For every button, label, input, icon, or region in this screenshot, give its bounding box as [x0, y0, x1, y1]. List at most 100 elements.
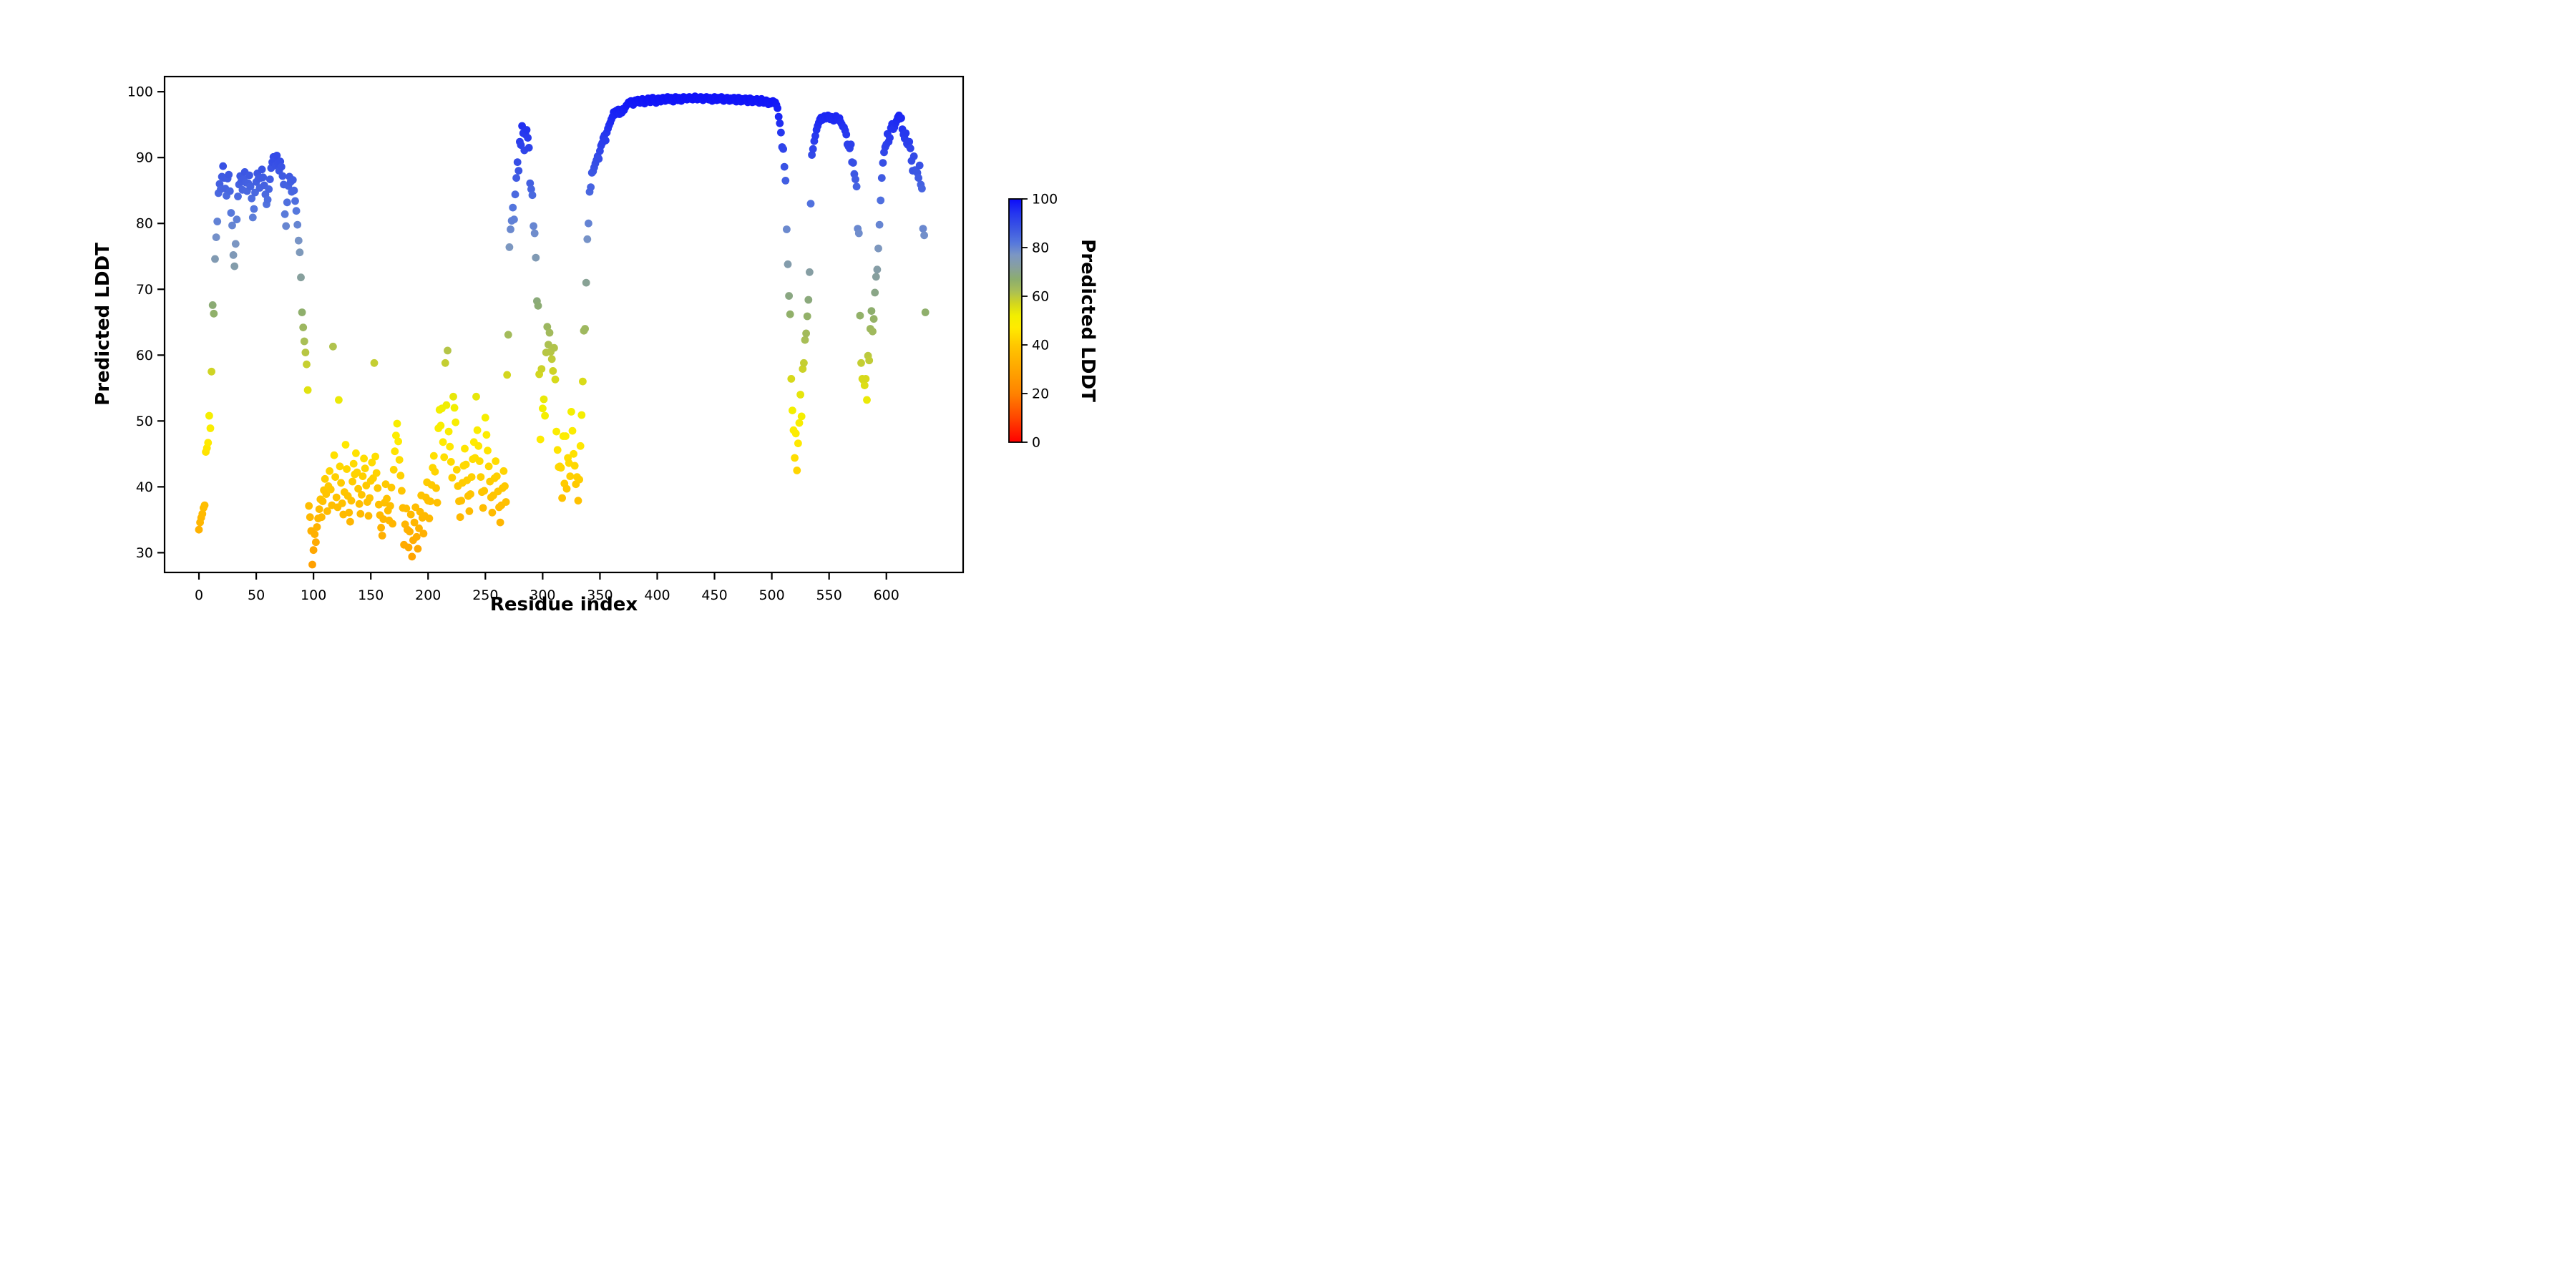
scatter-point — [488, 508, 497, 517]
scatter-point — [574, 497, 582, 505]
scatter-point — [206, 424, 215, 432]
scatter-point — [465, 507, 474, 515]
scatter-point — [777, 128, 785, 137]
scatter-point — [467, 473, 476, 481]
scatter-point — [410, 518, 419, 527]
x-tick-label: 600 — [874, 587, 899, 603]
scatter-point — [263, 195, 272, 204]
scatter-point — [543, 323, 552, 331]
scatter-point — [205, 411, 213, 420]
scatter-point — [335, 396, 343, 404]
scatter-point — [336, 462, 344, 471]
scatter-point — [513, 158, 522, 167]
scatter-point — [200, 501, 209, 509]
scatter-point — [208, 301, 217, 309]
scatter-point — [234, 192, 242, 200]
scatter-point — [353, 468, 361, 477]
scatter-point — [233, 215, 241, 224]
scatter-point — [349, 459, 358, 468]
scatter-point — [425, 514, 434, 522]
scatter-point — [550, 343, 558, 352]
plddt-scatter-figure: 0 50 100 150 200 250 300 350 400 450 500 550 600 30 40… — [0, 0, 1288, 644]
scatter-point — [419, 530, 428, 538]
scatter-point — [265, 185, 273, 193]
y-tick-label: 90 — [136, 150, 153, 166]
scatter-point — [503, 371, 512, 379]
scatter-point — [398, 487, 406, 495]
scatter-point — [296, 248, 304, 257]
scatter-point — [539, 404, 547, 413]
scatter-point — [583, 235, 592, 243]
scatter-point — [576, 441, 585, 450]
x-tick-label: 550 — [816, 587, 842, 603]
scatter-point — [527, 185, 535, 193]
scatter-point — [511, 190, 519, 199]
scatter-point — [265, 175, 274, 183]
scatter-point — [847, 140, 855, 149]
scatter-point — [299, 323, 308, 331]
scatter-point — [811, 132, 819, 140]
scatter-point — [549, 367, 557, 375]
scatter-point — [570, 449, 577, 458]
scatter-point — [323, 507, 331, 515]
scatter-point — [502, 498, 510, 506]
scatter-point — [869, 327, 877, 336]
scatter-point — [372, 469, 381, 477]
scatter-point — [545, 341, 552, 348]
scatter-point — [291, 197, 299, 205]
scatter-point — [426, 497, 434, 505]
scatter-point — [292, 207, 301, 215]
scatter-point — [522, 126, 531, 134]
scatter-point — [361, 464, 369, 472]
scatter-point — [796, 391, 804, 399]
scatter-point — [865, 356, 874, 365]
x-tick-label: 300 — [530, 587, 555, 603]
scatter-point — [541, 411, 549, 420]
scatter-point — [505, 243, 514, 251]
y-axis-label: Predicted LDDT — [92, 243, 114, 406]
scatter-point — [452, 418, 460, 426]
scatter-point — [446, 442, 454, 451]
scatter-point — [860, 381, 869, 389]
scatter-point — [440, 453, 449, 462]
scatter-point — [258, 165, 266, 174]
scatter-point — [806, 268, 814, 276]
scatter-point — [480, 487, 489, 495]
scatter-point — [313, 523, 321, 531]
scatter-point — [526, 179, 535, 187]
scatter-point — [312, 538, 320, 547]
scatter-point — [377, 524, 385, 532]
scatter-point — [248, 194, 256, 203]
scatter-point — [277, 162, 286, 171]
scatter-point — [914, 174, 922, 182]
scatter-point — [510, 215, 518, 224]
scatter-point — [360, 454, 368, 463]
scatter-point — [338, 499, 346, 507]
scatter-point — [288, 176, 297, 184]
scatter-point — [873, 265, 882, 274]
scatter-point — [794, 439, 802, 447]
scatter-point — [877, 174, 886, 182]
x-tick-label: 0 — [195, 587, 203, 603]
scatter-point — [331, 473, 339, 481]
scatter-point — [562, 432, 570, 440]
scatter-point — [356, 509, 365, 518]
x-axis-label: Residue index — [490, 594, 638, 615]
scatter-point — [366, 494, 374, 502]
scatter-point — [585, 219, 592, 228]
scatter-point — [872, 273, 880, 281]
scatter-point — [383, 494, 391, 503]
scatter-point — [259, 173, 268, 182]
x-tick-label: 50 — [248, 587, 265, 603]
scatter-point — [524, 134, 532, 142]
scatter-point — [871, 288, 879, 297]
scatter-point — [408, 552, 416, 561]
scatter-points — [195, 92, 930, 569]
scatter-point — [905, 137, 914, 146]
scatter-point — [457, 497, 466, 505]
scatter-point — [381, 480, 390, 489]
scatter-point — [462, 460, 470, 469]
scatter-point — [330, 451, 338, 459]
scatter-point — [534, 301, 542, 310]
scatter-point — [414, 545, 422, 553]
